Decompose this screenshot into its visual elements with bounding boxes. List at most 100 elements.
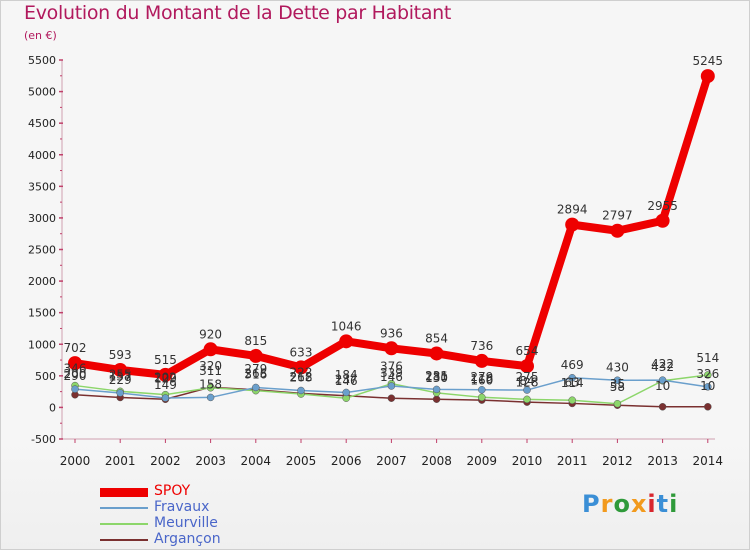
data-point-spoy — [113, 362, 128, 377]
data-label-spoy: 936 — [380, 326, 403, 340]
data-label-spoy: 702 — [64, 341, 87, 355]
x-tick-label: 2008 — [421, 454, 452, 468]
data-label-meurville: 255 — [109, 367, 132, 381]
data-point-fravaux — [613, 376, 622, 385]
data-label-arganon: 200 — [64, 367, 87, 381]
data-point-fravaux — [297, 386, 305, 395]
data-label-arganon: 222 — [290, 365, 313, 379]
data-point-spoy — [474, 353, 489, 368]
data-label-fravaux: 268 — [290, 370, 313, 384]
data-point-fravaux — [116, 389, 124, 397]
data-point-fravaux — [71, 385, 79, 393]
x-tick-label: 2013 — [647, 454, 678, 468]
data-label-fravaux: 290 — [64, 369, 87, 383]
data-label-meurville: 265 — [244, 367, 267, 381]
data-label-fravaux: 279 — [470, 370, 493, 384]
data-point-meurville — [613, 400, 622, 408]
data-label-arganon: 35 — [610, 377, 625, 391]
x-tick-label: 2000 — [60, 454, 91, 468]
data-label-meurville: 376 — [380, 360, 403, 374]
data-point-spoy — [610, 223, 625, 238]
data-label-arganon: 63 — [565, 375, 580, 389]
data-label-meurville: 212 — [290, 370, 313, 384]
data-label-spoy: 654 — [516, 344, 539, 358]
data-point-meurville — [478, 393, 486, 402]
data-label-spoy: 2797 — [602, 209, 633, 223]
data-label-spoy: 920 — [199, 327, 222, 341]
legend-swatch — [100, 487, 148, 497]
data-point-arganon — [432, 395, 441, 403]
data-label-fravaux: 237 — [335, 372, 358, 386]
data-label-meurville: 160 — [470, 373, 493, 387]
data-point-spoy — [339, 334, 354, 349]
data-label-spoy: 2955 — [647, 199, 678, 213]
data-label-arganon: 157 — [109, 369, 132, 383]
x-tick-label: 2006 — [331, 454, 362, 468]
data-label-fravaux: 430 — [606, 360, 629, 374]
x-tick-label: 2001 — [105, 454, 136, 468]
x-tick-label: 2011 — [557, 454, 588, 468]
data-label-fravaux: 316 — [244, 367, 267, 381]
data-point-meurville — [568, 396, 576, 404]
data-point-spoy — [158, 367, 173, 382]
data-label-arganon: 320 — [199, 359, 222, 373]
data-point-spoy — [429, 346, 444, 361]
x-tick-label: 2010 — [512, 454, 543, 468]
data-label-meurville: 514 — [696, 351, 719, 365]
data-label-fravaux: 326 — [696, 367, 719, 381]
chart-title: Evolution du Montant de la Dette par Hab… — [24, 2, 452, 24]
data-label-spoy: 515 — [154, 353, 177, 367]
data-point-fravaux — [478, 386, 486, 394]
data-label-arganon: 184 — [335, 368, 358, 382]
legend-label: Meurville — [154, 515, 218, 531]
data-point-fravaux — [658, 376, 667, 384]
y-tick-label: 2000 — [28, 275, 56, 288]
data-label-arganon: 130 — [425, 371, 448, 385]
y-tick-label: 0 — [49, 401, 56, 414]
data-label-meurville: 422 — [651, 357, 674, 371]
legend-label: Argançon — [154, 531, 221, 547]
data-label-spoy: 5245 — [693, 54, 724, 68]
data-point-meurville — [523, 395, 531, 404]
data-point-arganon — [704, 403, 712, 411]
data-point-fravaux — [432, 385, 441, 394]
legend-label: SPOY — [154, 483, 191, 499]
data-label-arganon: 116 — [470, 372, 493, 386]
data-point-fravaux — [568, 374, 576, 382]
data-point-spoy — [520, 359, 534, 374]
data-point-arganon — [658, 403, 667, 411]
data-point-arganon — [387, 394, 396, 402]
data-point-fravaux — [252, 383, 260, 392]
x-tick-label: 2004 — [241, 454, 272, 468]
legend-swatch — [100, 507, 148, 509]
data-label-meurville: 346 — [64, 362, 87, 376]
data-label-meurville: 128 — [516, 375, 539, 389]
data-label-fravaux: 469 — [561, 358, 584, 372]
x-tick-label: 2007 — [376, 454, 407, 468]
data-point-spoy — [655, 213, 670, 228]
legend-swatch — [100, 539, 148, 541]
data-label-meurville: 58 — [610, 380, 625, 394]
y-tick-label: 500 — [35, 370, 56, 383]
line-chart: -500 0 500 1000 1500 2000 2500 3000 3500 4000 4500… — [28, 54, 724, 468]
data-label-fravaux: 158 — [199, 377, 222, 391]
legend-swatch — [100, 523, 148, 525]
x-tick-label: 2005 — [286, 454, 317, 468]
data-label-fravaux: 432 — [651, 360, 674, 374]
legend-label: Fravaux — [154, 499, 210, 515]
data-label-spoy: 736 — [470, 339, 493, 353]
y-tick-label: 3500 — [28, 180, 56, 193]
data-point-spoy — [248, 348, 263, 363]
data-label-arganon: 84 — [519, 374, 534, 388]
y-tick-label: 3000 — [28, 212, 56, 225]
proxiti-logo: Proxiti — [582, 490, 679, 518]
data-label-spoy: 815 — [244, 334, 267, 348]
x-tick-label: 2009 — [467, 454, 498, 468]
data-point-spoy — [700, 69, 715, 84]
data-label-arganon: 146 — [380, 370, 403, 384]
data-point-spoy — [565, 217, 580, 232]
data-label-fravaux: 149 — [154, 378, 177, 392]
data-label-fravaux: 339 — [380, 366, 403, 380]
data-label-arganon: 10 — [655, 379, 670, 393]
